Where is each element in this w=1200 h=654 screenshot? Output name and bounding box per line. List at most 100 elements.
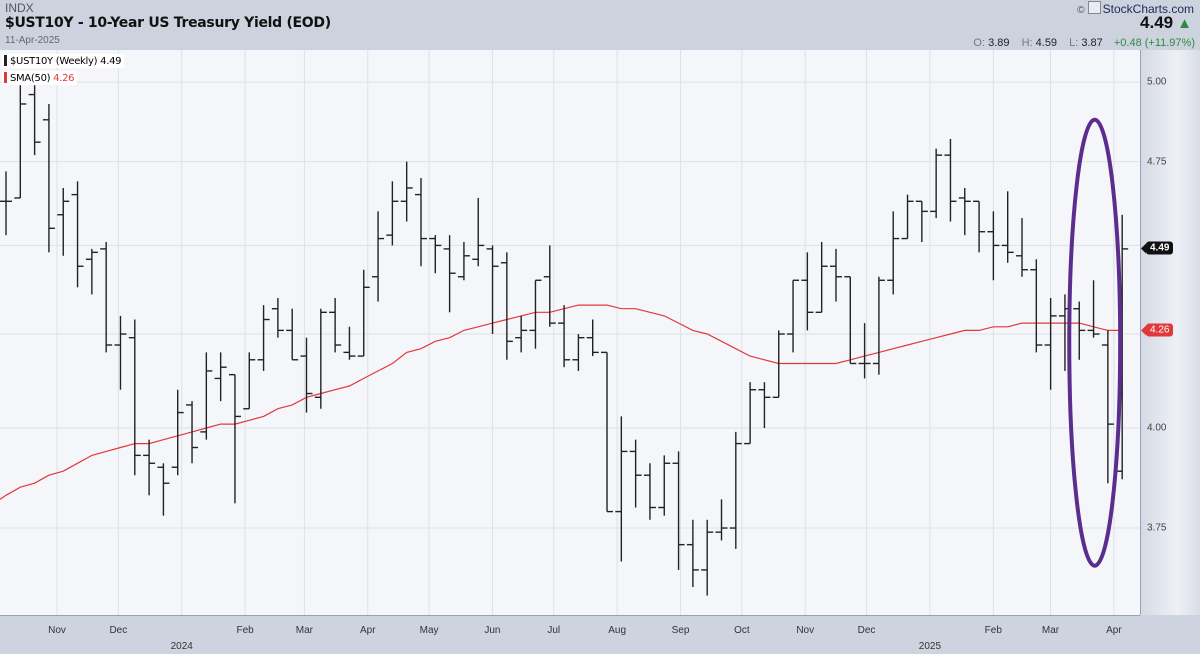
- ohlc-bar[interactable]: [343, 326, 356, 360]
- ohlc-bar[interactable]: [629, 439, 642, 508]
- triangle-up-icon: ▲: [1177, 15, 1192, 32]
- ohlc-bar[interactable]: [372, 211, 385, 302]
- brand[interactable]: © StockCharts.com: [1077, 1, 1194, 16]
- ohlc-bar[interactable]: [529, 279, 542, 349]
- ohlc-bar[interactable]: [601, 351, 614, 513]
- ohlc-bar[interactable]: [143, 439, 156, 496]
- ohlc-bar[interactable]: [271, 297, 284, 338]
- ohlc-bar[interactable]: [429, 235, 442, 274]
- change-value: +0.48 (+11.97%): [1113, 37, 1195, 49]
- ohlc-bar[interactable]: [500, 252, 513, 360]
- ohlc-bar[interactable]: [329, 297, 342, 353]
- ohlc-bar[interactable]: [71, 181, 84, 288]
- x-tick-label: Apr: [1106, 625, 1122, 636]
- ohlc-bar[interactable]: [57, 187, 70, 256]
- ohlc-bar[interactable]: [14, 85, 27, 199]
- ohlc-bar[interactable]: [844, 276, 857, 365]
- ohlc-bar[interactable]: [615, 416, 628, 562]
- y-tick-label: 3.75: [1147, 522, 1167, 534]
- ohlc-bar[interactable]: [758, 382, 771, 428]
- y-tick-label: 5.00: [1147, 76, 1167, 88]
- highlight-ellipse: [1067, 117, 1123, 568]
- ohlc-bar[interactable]: [672, 451, 685, 570]
- ohlc-bar[interactable]: [486, 245, 499, 335]
- ohlc-bar[interactable]: [1087, 280, 1100, 338]
- ohlc-bar[interactable]: [414, 178, 427, 267]
- sma-swatch: [4, 72, 7, 83]
- ohlc-bar[interactable]: [0, 171, 12, 236]
- ohlc-bar[interactable]: [286, 308, 299, 361]
- legend-sma-value: 4.26: [53, 73, 75, 84]
- ohlc-bar[interactable]: [701, 519, 714, 596]
- x-tick-label: May: [419, 625, 439, 636]
- ohlc-bar[interactable]: [85, 248, 98, 295]
- ohlc-bar[interactable]: [658, 455, 671, 516]
- ohlc-bar[interactable]: [558, 305, 571, 368]
- ohlc-bar[interactable]: [515, 315, 528, 353]
- ohlc-bar[interactable]: [958, 187, 971, 236]
- ohlc-bar[interactable]: [443, 235, 456, 313]
- ohlc-bar[interactable]: [1001, 191, 1014, 263]
- ohlc-bar[interactable]: [114, 315, 127, 390]
- exchange-label: INDX: [5, 1, 34, 15]
- ohlc-bar[interactable]: [186, 401, 199, 464]
- x-tick-label: Dec: [109, 625, 128, 636]
- ohlc-bar[interactable]: [214, 352, 227, 402]
- ohlc-bar[interactable]: [314, 308, 327, 409]
- ohlc-bar[interactable]: [300, 337, 313, 413]
- x-tick-label: Dec: [857, 625, 876, 636]
- ohlc-bar[interactable]: [457, 241, 470, 281]
- ohlc-readout: O: 3.89 H: 4.59 L: 3.87 +0.48 (+11.97%): [964, 37, 1195, 49]
- sma50-line: [0, 304, 1123, 500]
- last-price-tag: 4.49: [1140, 241, 1174, 255]
- ohlc-bar[interactable]: [1016, 218, 1029, 277]
- ohlc-bar[interactable]: [128, 319, 141, 476]
- ohlc-bar[interactable]: [930, 148, 943, 219]
- ohlc-bar[interactable]: [686, 519, 699, 588]
- ohlc-bar[interactable]: [100, 241, 113, 353]
- ohlc-bar[interactable]: [973, 200, 986, 253]
- ohlc-bar[interactable]: [228, 373, 241, 504]
- ohlc-bar[interactable]: [586, 319, 599, 357]
- ohlc-bar[interactable]: [858, 323, 871, 379]
- ohlc-bar[interactable]: [1030, 259, 1043, 353]
- ohlc-bar[interactable]: [543, 245, 556, 327]
- ohlc-bar[interactable]: [643, 463, 656, 520]
- ohlc-bar[interactable]: [715, 499, 728, 541]
- ohlc-bar[interactable]: [901, 194, 914, 240]
- ohlc-bar[interactable]: [157, 463, 170, 516]
- ohlc-bar[interactable]: [257, 305, 270, 371]
- x-tick-label: Sep: [671, 625, 690, 636]
- ohlc-bar[interactable]: [1073, 301, 1086, 360]
- ohlc-bar[interactable]: [28, 85, 41, 156]
- ohlc-bar[interactable]: [1044, 297, 1057, 390]
- ohlc-bar[interactable]: [744, 382, 757, 445]
- x-tick-label: Nov: [48, 625, 66, 636]
- sma-price-tag: 4.26: [1140, 323, 1174, 337]
- x-tick-label: Jun: [484, 625, 501, 636]
- ohlc-bar[interactable]: [772, 330, 785, 399]
- ohlc-bar[interactable]: [243, 352, 256, 410]
- ohlc-bar[interactable]: [915, 200, 928, 242]
- ohlc-bar[interactable]: [472, 197, 485, 267]
- ohlc-bar[interactable]: [1101, 330, 1114, 484]
- ohlc-bar[interactable]: [200, 352, 213, 440]
- low-label: L:: [1069, 37, 1079, 49]
- ohlc-bar[interactable]: [815, 241, 828, 314]
- ohlc-bar[interactable]: [887, 211, 900, 295]
- ohlc-bar[interactable]: [944, 138, 957, 222]
- x-tick-label: Mar: [295, 625, 313, 636]
- ohlc-bar[interactable]: [171, 389, 184, 476]
- ohlc-bar[interactable]: [829, 248, 842, 302]
- ohlc-bar[interactable]: [357, 269, 370, 357]
- ohlc-bar[interactable]: [400, 161, 413, 222]
- ohlc-bar[interactable]: [872, 276, 885, 375]
- price-chart[interactable]: [0, 50, 1140, 615]
- ohlc-bar[interactable]: [42, 103, 55, 253]
- ohlc-bar[interactable]: [787, 279, 800, 353]
- ohlc-bar[interactable]: [572, 334, 585, 371]
- ohlc-bar[interactable]: [801, 252, 814, 331]
- ohlc-bar[interactable]: [729, 431, 742, 549]
- ohlc-bar[interactable]: [987, 211, 1000, 281]
- ohlc-bar[interactable]: [386, 181, 399, 246]
